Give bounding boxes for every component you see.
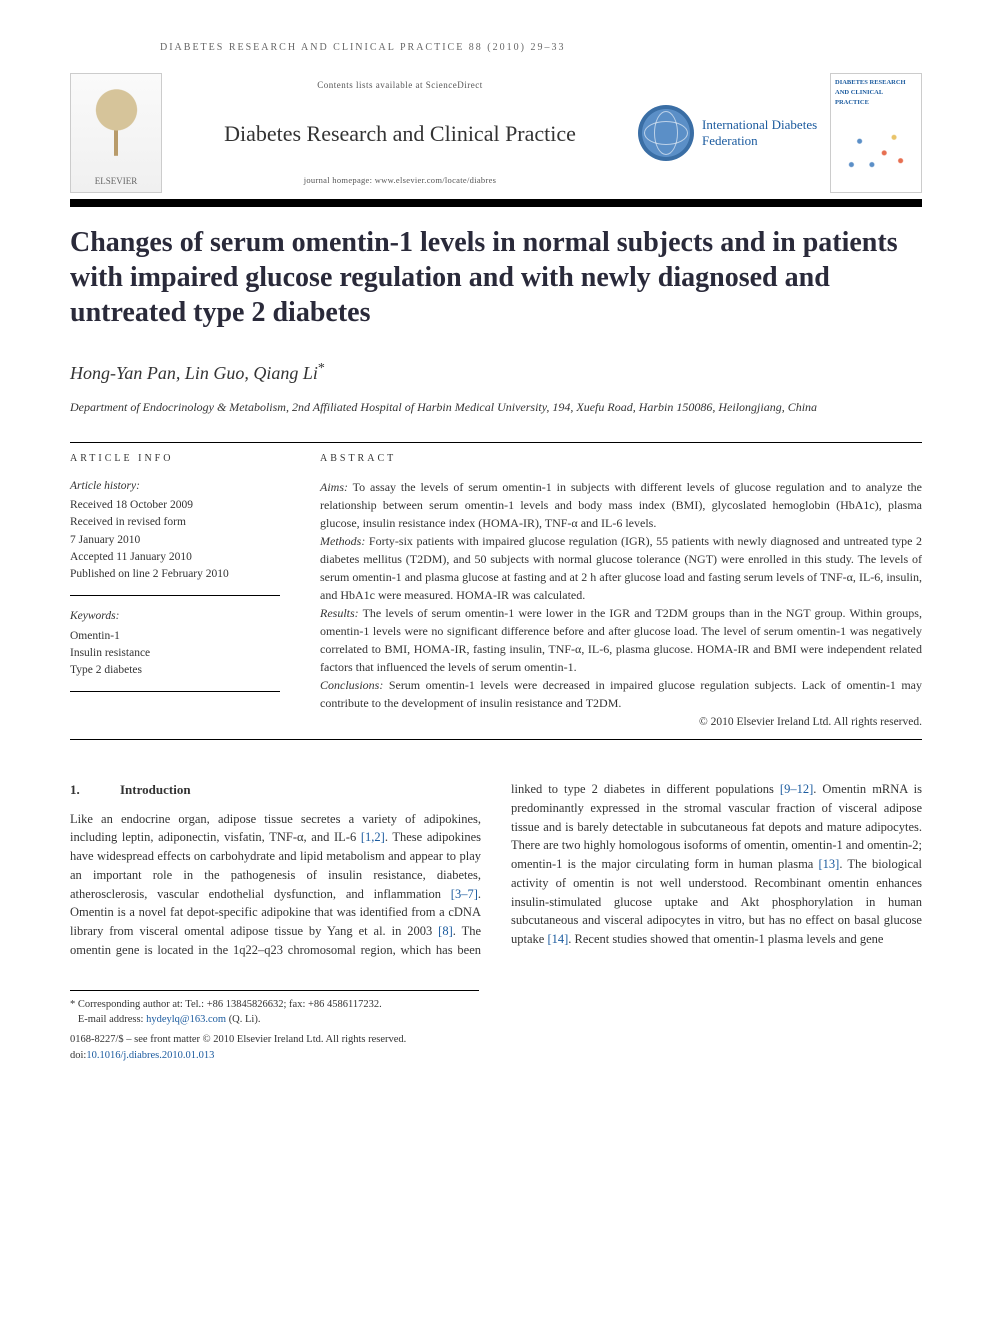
article-info-column: ARTICLE INFO Article history: Received 1… (70, 451, 280, 731)
methods-label: Methods: (320, 534, 365, 548)
cover-thumbnail: DIABETES RESEARCH AND CLINICAL PRACTICE (830, 73, 922, 193)
elsevier-tree-icon (85, 82, 148, 175)
issn-line: 0168-8227/$ – see front matter © 2010 El… (70, 1032, 922, 1048)
doi-block: 0168-8227/$ – see front matter © 2010 El… (70, 1032, 922, 1064)
history-head: Article history: (70, 478, 280, 495)
corresponding-author-note: * Corresponding author at: Tel.: +86 138… (70, 997, 479, 1013)
history-received: Received 18 October 2009 (70, 497, 280, 514)
copyright-line: © 2010 Elsevier Ireland Ltd. All rights … (320, 714, 922, 731)
aims-label: Aims: (320, 480, 348, 494)
reference-link[interactable]: [9–12] (780, 782, 813, 796)
history-block: Article history: Received 18 October 200… (70, 478, 280, 597)
reference-link[interactable]: [3–7] (451, 887, 478, 901)
email-link[interactable]: hydeylq@163.com (146, 1014, 226, 1025)
history-revised-1: Received in revised form (70, 514, 280, 531)
society-name: International Diabetes Federation (702, 117, 818, 148)
doi-line: doi:10.1016/j.diabres.2010.01.013 (70, 1048, 922, 1064)
journal-homepage[interactable]: journal homepage: www.elsevier.com/locat… (304, 174, 497, 187)
history-revised-2: 7 January 2010 (70, 532, 280, 549)
conclusions-text: Serum omentin-1 levels were decreased in… (320, 678, 922, 710)
article-title: Changes of serum omentin-1 levels in nor… (70, 225, 922, 330)
reference-link[interactable]: [8] (438, 924, 453, 938)
section-heading: 1.Introduction (70, 780, 481, 800)
abstract-results: Results: The levels of serum omentin-1 w… (320, 604, 922, 676)
abstract-conclusions: Conclusions: Serum omentin-1 levels were… (320, 676, 922, 712)
cover-art-icon (835, 110, 917, 188)
author-list: Hong-Yan Pan, Lin Guo, Qiang Li* (70, 358, 922, 387)
reference-link[interactable]: [14] (547, 932, 568, 946)
reference-link[interactable]: [13] (819, 857, 840, 871)
history-accepted: Accepted 11 January 2010 (70, 549, 280, 566)
reference-link[interactable]: [1,2] (361, 830, 385, 844)
affiliation: Department of Endocrinology & Metabolism… (70, 399, 922, 416)
email-line: E-mail address: hydeylq@163.com (Q. Li). (70, 1012, 479, 1028)
intro-paragraph-col1: Like an endocrine organ, adipose tissue … (70, 780, 922, 960)
cover-title: DIABETES RESEARCH AND CLINICAL PRACTICE (835, 78, 917, 107)
section-number: 1. (70, 780, 120, 800)
keywords-head: Keywords: (70, 608, 280, 625)
authors-text: Hong-Yan Pan, Lin Guo, Qiang Li (70, 363, 318, 383)
masthead: ELSEVIER Contents lists available at Sci… (70, 73, 922, 193)
section-title: Introduction (120, 782, 191, 797)
society-box: International Diabetes Federation (638, 73, 818, 193)
globe-icon (638, 105, 694, 161)
abstract-label: ABSTRACT (320, 451, 922, 466)
abstract-methods: Methods: Forty-six patients with impaire… (320, 532, 922, 604)
publisher-name: ELSEVIER (95, 175, 138, 189)
corresponding-mark: * (318, 361, 325, 376)
keyword: Insulin resistance (70, 645, 280, 662)
meta-row: ARTICLE INFO Article history: Received 1… (70, 442, 922, 731)
keywords-block: Keywords: Omentin-1 Insulin resistance T… (70, 608, 280, 692)
keyword: Omentin-1 (70, 628, 280, 645)
doi-link[interactable]: 10.1016/j.diabres.2010.01.013 (86, 1050, 214, 1061)
methods-text: Forty-six patients with impaired glucose… (320, 534, 922, 602)
conclusions-label: Conclusions: (320, 678, 383, 692)
email-attribution: (Q. Li). (229, 1014, 261, 1025)
keyword: Type 2 diabetes (70, 662, 280, 679)
results-label: Results: (320, 606, 359, 620)
contents-line: Contents lists available at ScienceDirec… (317, 79, 482, 93)
heavy-rule (70, 199, 922, 207)
running-head: DIABETES RESEARCH AND CLINICAL PRACTICE … (70, 40, 922, 55)
history-online: Published on line 2 February 2010 (70, 566, 280, 583)
journal-title-box: Contents lists available at ScienceDirec… (174, 73, 626, 193)
meta-bottom-rule (70, 739, 922, 740)
elsevier-logo: ELSEVIER (70, 73, 162, 193)
article-info-label: ARTICLE INFO (70, 451, 280, 466)
doi-label: doi: (70, 1050, 86, 1061)
abstract-aims: Aims: To assay the levels of serum oment… (320, 478, 922, 532)
footnotes: * Corresponding author at: Tel.: +86 138… (70, 990, 479, 1029)
journal-name: Diabetes Research and Clinical Practice (224, 121, 576, 146)
body-columns: 1.Introduction Like an endocrine organ, … (70, 780, 922, 960)
aims-text: To assay the levels of serum omentin-1 i… (320, 480, 922, 530)
email-label: E-mail address: (78, 1014, 144, 1025)
abstract-column: ABSTRACT Aims: To assay the levels of se… (320, 451, 922, 731)
results-text: The levels of serum omentin-1 were lower… (320, 606, 922, 674)
